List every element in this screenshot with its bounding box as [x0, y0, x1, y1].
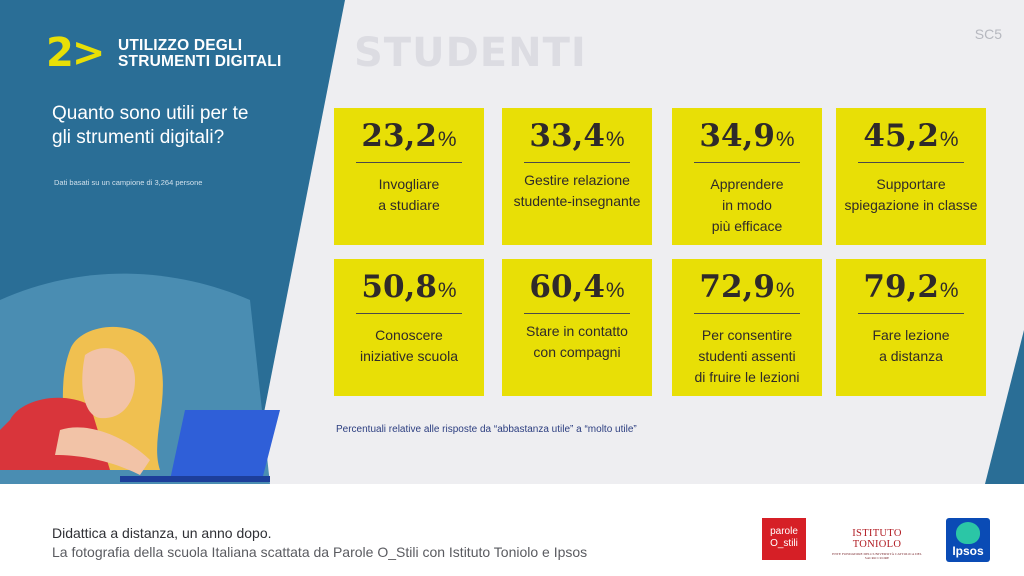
divider: [694, 162, 800, 163]
percent-sign: %: [605, 279, 625, 302]
percent-sign: %: [939, 128, 959, 151]
stat-value: 72,9%: [672, 269, 822, 305]
stat-card: 50,8% Conoscere iniziative scuola: [334, 259, 484, 396]
stat-number: 50,8: [361, 269, 437, 305]
stat-label-line: Per consentire: [701, 327, 793, 343]
stat-card: 79,2% Fare lezione a distanza: [836, 259, 986, 396]
footer-title: Didattica a distanza, un anno dopo.: [52, 525, 272, 541]
stat-value: 50,8%: [334, 269, 484, 305]
percent-sign: %: [437, 128, 457, 151]
stat-label-line: con compagni: [533, 344, 621, 360]
percent-sign: %: [437, 279, 457, 302]
stat-label-line: Invogliare: [378, 176, 440, 192]
stat-label-line: di fruire le lezioni: [694, 369, 800, 385]
question-line: gli strumenti digitali?: [52, 127, 225, 148]
stat-card: 72,9% Per consentire studenti assenti di…: [672, 259, 822, 396]
stat-label-line: Gestire relazione: [524, 172, 630, 188]
divider: [356, 313, 462, 314]
stat-label-line: iniziative scuola: [359, 348, 459, 364]
stat-label-line: studenti assenti: [698, 348, 796, 364]
stat-label-line: Conoscere: [375, 327, 443, 343]
stat-card: 34,9% Apprendere in modo più efficace: [672, 108, 822, 245]
stat-label-line: Stare in contatto: [526, 323, 628, 339]
stat-card: 60,4% Stare in contatto con compagni: [502, 259, 652, 396]
stat-number: 72,9: [699, 269, 775, 305]
istituto-toniolo-logo: ISTITUTO TONIOLO ENTE FONDATORE DELL'UNI…: [832, 528, 922, 560]
footnote: Percentuali relative alle risposte da “a…: [336, 424, 637, 435]
stat-label: Supportare spiegazione in classe: [842, 174, 980, 216]
stat-card: 33,4% Gestire relazione studente-insegna…: [502, 108, 652, 245]
question-line: Quanto sono utili per te: [52, 103, 249, 124]
stat-label: Fare lezione a distanza: [842, 325, 980, 367]
divider: [356, 162, 462, 163]
stat-number: 60,4: [529, 269, 605, 305]
section-title-line: UTILIZZO DEGLI: [118, 37, 243, 54]
stat-number: 33,4: [529, 118, 605, 154]
stat-label: Stare in contatto con compagni: [508, 321, 646, 363]
section-number: 2>: [46, 30, 105, 76]
slide-code: SC5: [974, 26, 1002, 42]
stat-number: 23,2: [361, 118, 437, 154]
stat-label: Conoscere iniziative scuola: [340, 325, 478, 367]
logo-text: O_stili: [770, 538, 798, 549]
stat-label-line: spiegazione in classe: [844, 197, 978, 213]
divider: [524, 162, 630, 163]
stat-label-line: Fare lezione: [872, 327, 950, 343]
section-title-line: STRUMENTI DIGITALI: [118, 53, 282, 70]
sample-note: Dati basati su un campione di 3,264 pers…: [54, 178, 203, 187]
audience-label: STUDENTI: [354, 30, 587, 76]
section-title: UTILIZZO DEGLI STRUMENTI DIGITALI: [118, 38, 281, 70]
stat-value: 60,4%: [502, 269, 652, 305]
percent-sign: %: [775, 128, 795, 151]
stat-label: Gestire relazione studente-insegnante: [508, 170, 646, 212]
stat-label: Per consentire studenti assenti di fruir…: [678, 325, 816, 388]
divider: [524, 313, 630, 314]
stat-number: 45,2: [863, 118, 939, 154]
logo-text: ISTITUTO TONIOLO: [852, 528, 902, 550]
question-heading: Quanto sono utili per te gli strumenti d…: [52, 102, 322, 150]
stat-label: Apprendere in modo più efficace: [678, 174, 816, 237]
stat-number: 34,9: [699, 118, 775, 154]
stat-card: 45,2% Supportare spiegazione in classe: [836, 108, 986, 245]
stat-value: 33,4%: [502, 118, 652, 154]
divider: [858, 162, 964, 163]
logo-text: Ipsos: [952, 544, 984, 558]
stat-label-line: più efficace: [711, 218, 783, 234]
percent-sign: %: [605, 128, 625, 151]
percent-sign: %: [775, 279, 795, 302]
parole-ostili-logo: parole O_stili: [762, 518, 806, 560]
stat-card: 23,2% Invogliare a studiare: [334, 108, 484, 245]
logo-text: parole: [770, 526, 798, 537]
student-illustration: [0, 326, 280, 482]
ipsos-logo: Ipsos: [946, 518, 990, 562]
percent-sign: %: [939, 279, 959, 302]
footer-subtitle: La fotografia della scuola Italiana scat…: [52, 544, 588, 560]
divider: [694, 313, 800, 314]
stat-value: 79,2%: [836, 269, 986, 305]
logo-subtext: ENTE FONDATORE DELL'UNIVERSITÀ CATTOLICA…: [832, 552, 922, 560]
stat-label-line: Apprendere: [710, 176, 784, 192]
stat-label-line: in modo: [722, 197, 772, 213]
stat-label-line: Supportare: [876, 176, 946, 192]
stat-value: 45,2%: [836, 118, 986, 154]
divider: [858, 313, 964, 314]
stat-label-line: studente-insegnante: [513, 193, 641, 209]
stat-label-line: a distanza: [879, 348, 943, 364]
ipsos-blob-icon: [956, 522, 980, 544]
stat-label: Invogliare a studiare: [340, 174, 478, 216]
stat-value: 34,9%: [672, 118, 822, 154]
stat-label-line: a studiare: [378, 197, 440, 213]
stat-value: 23,2%: [334, 118, 484, 154]
stat-number: 79,2: [863, 269, 939, 305]
